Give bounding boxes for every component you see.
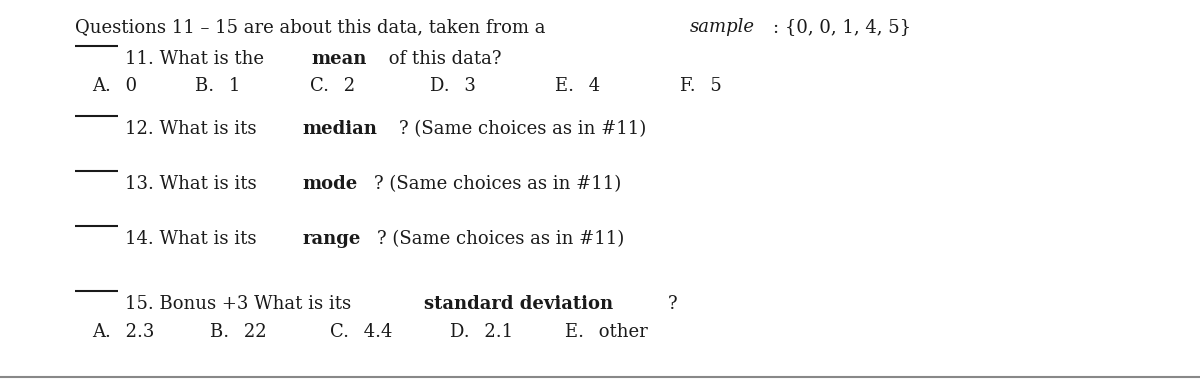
Text: ? (Same choices as in #11): ? (Same choices as in #11) xyxy=(398,120,646,138)
Text: ? (Same choices as in #11): ? (Same choices as in #11) xyxy=(373,175,620,193)
Text: B.  22: B. 22 xyxy=(210,323,266,341)
Text: C.  2: C. 2 xyxy=(310,77,355,95)
Text: D.  2.1: D. 2.1 xyxy=(450,323,514,341)
Text: F.  5: F. 5 xyxy=(680,77,721,95)
Text: Questions 11 – 15 are about this data, taken from a: Questions 11 – 15 are about this data, t… xyxy=(74,18,551,36)
Text: sample: sample xyxy=(690,18,755,36)
Text: mode: mode xyxy=(302,175,358,193)
Text: 12. What is its: 12. What is its xyxy=(125,120,263,138)
Text: median: median xyxy=(302,120,377,138)
Text: C.  4.4: C. 4.4 xyxy=(330,323,392,341)
Text: D.  3: D. 3 xyxy=(430,77,476,95)
Text: 15. Bonus +3 What is its: 15. Bonus +3 What is its xyxy=(125,295,356,313)
Text: A.  2.3: A. 2.3 xyxy=(92,323,155,341)
Text: ? (Same choices as in #11): ? (Same choices as in #11) xyxy=(378,230,625,248)
Text: E.  other: E. other xyxy=(565,323,648,341)
Text: : {0, 0, 1, 4, 5}: : {0, 0, 1, 4, 5} xyxy=(773,18,912,36)
Text: of this data?: of this data? xyxy=(383,50,502,68)
Text: 11. What is the: 11. What is the xyxy=(125,50,270,68)
Text: ?: ? xyxy=(668,295,678,313)
Text: E.  4: E. 4 xyxy=(554,77,600,95)
Text: standard deviation: standard deviation xyxy=(424,295,613,313)
Text: 14. What is its: 14. What is its xyxy=(125,230,263,248)
Text: 13. What is its: 13. What is its xyxy=(125,175,263,193)
Text: mean: mean xyxy=(312,50,367,68)
Text: range: range xyxy=(302,230,360,248)
Text: A.  0: A. 0 xyxy=(92,77,137,95)
Text: B.  1: B. 1 xyxy=(194,77,240,95)
